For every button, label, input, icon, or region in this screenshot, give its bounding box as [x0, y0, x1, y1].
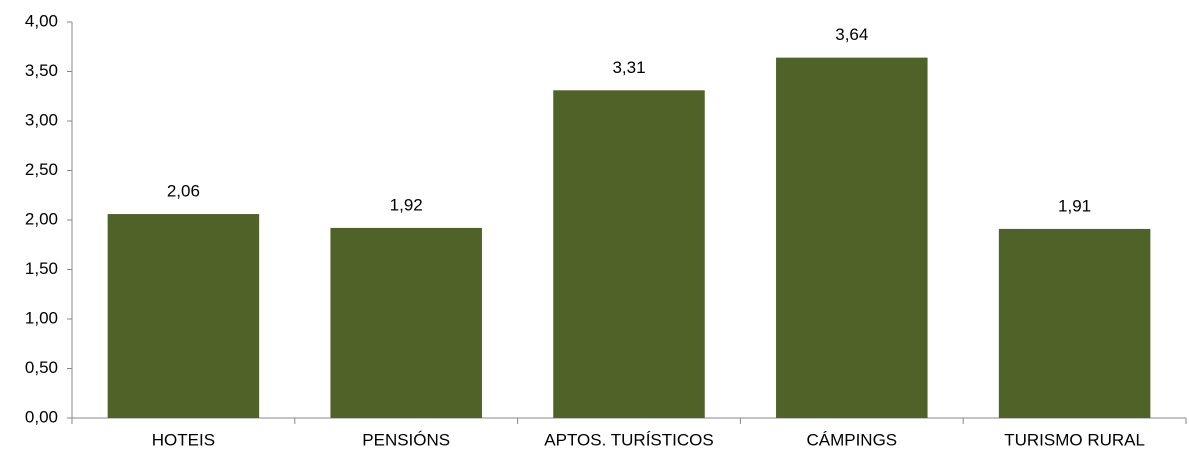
x-tick-label: HOTEIS [152, 430, 215, 449]
bar [776, 57, 928, 418]
x-tick-label: PENSIÓNS [362, 430, 450, 449]
data-label: 2,06 [167, 182, 200, 201]
y-tick-label: 3,50 [25, 61, 58, 80]
data-label: 3,31 [612, 58, 645, 77]
bar [553, 90, 705, 418]
x-tick-label: CÁMPINGS [806, 430, 897, 449]
bar [330, 227, 482, 418]
y-tick-label: 0,00 [25, 407, 58, 426]
data-label: 1,92 [390, 195, 423, 214]
y-tick-label: 3,00 [25, 110, 58, 129]
x-tick-label: TURISMO RURAL [1004, 430, 1145, 449]
x-tick-label: APTOS. TURÍSTICOS [544, 430, 713, 449]
y-tick-label: 4,00 [25, 11, 58, 30]
y-tick-label: 1,00 [25, 308, 58, 327]
y-tick-label: 2,50 [25, 160, 58, 179]
bar [107, 214, 260, 418]
y-tick-label: 1,50 [25, 259, 58, 278]
y-tick-label: 0,50 [25, 358, 58, 377]
y-tick-label: 2,00 [25, 209, 58, 228]
data-label: 1,91 [1058, 196, 1091, 215]
bar [998, 228, 1151, 418]
data-label: 3,64 [835, 25, 868, 44]
